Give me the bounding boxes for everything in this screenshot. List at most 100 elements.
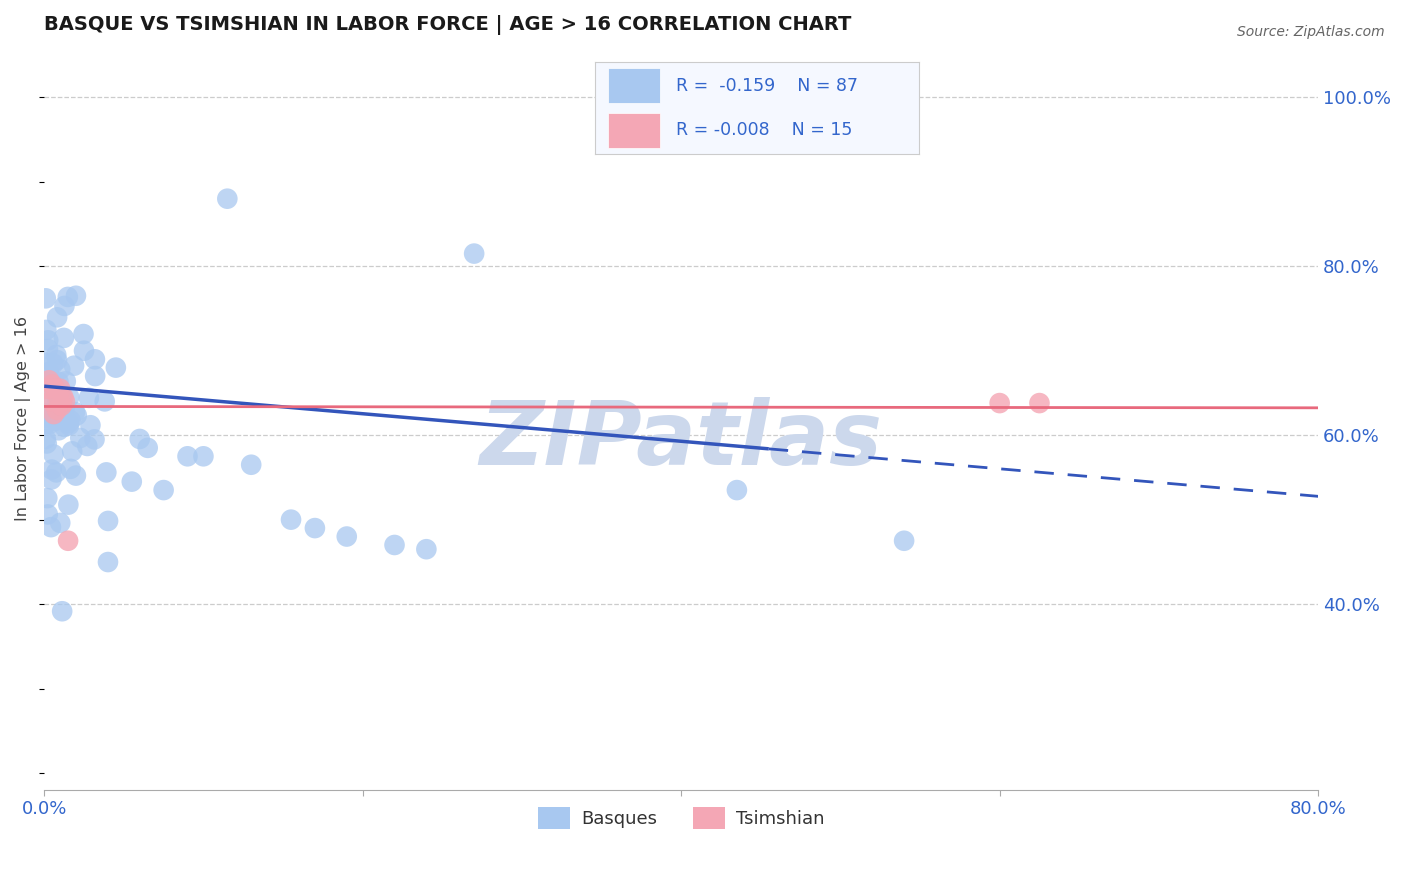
Point — [46, 394, 69, 409]
Point — [79, 418, 101, 433]
Point — [193, 450, 215, 464]
Point — [77, 391, 100, 405]
Point — [384, 538, 406, 552]
Point — [76, 439, 98, 453]
Point — [39, 417, 62, 431]
Point — [35, 291, 58, 305]
Point — [84, 352, 107, 367]
Point — [49, 362, 72, 376]
Point — [42, 447, 65, 461]
Point — [83, 433, 105, 447]
Point — [65, 289, 87, 303]
Point — [58, 390, 80, 404]
Point — [240, 458, 263, 472]
Point — [35, 432, 58, 446]
Point — [97, 555, 120, 569]
Point — [69, 431, 91, 445]
Point — [37, 491, 59, 505]
Point — [48, 423, 70, 437]
Point — [63, 359, 86, 373]
Point — [104, 360, 127, 375]
Point — [49, 382, 72, 396]
Point — [217, 192, 239, 206]
Point — [52, 331, 75, 345]
Point — [72, 326, 94, 341]
Point — [35, 417, 58, 431]
Point — [51, 397, 73, 411]
Point — [49, 516, 72, 530]
Point — [128, 432, 150, 446]
Point — [39, 394, 62, 409]
Point — [56, 533, 79, 548]
Text: Source: ZipAtlas.com: Source: ZipAtlas.com — [1237, 25, 1385, 39]
Point — [45, 466, 67, 480]
Point — [35, 323, 58, 337]
Point — [280, 513, 302, 527]
Point — [37, 390, 59, 404]
Point — [48, 390, 70, 404]
Point — [42, 357, 65, 371]
Point — [53, 401, 76, 416]
Point — [96, 466, 118, 480]
Point — [53, 420, 76, 434]
Point — [35, 356, 58, 370]
Point — [44, 382, 66, 396]
Point — [58, 498, 80, 512]
Point — [63, 405, 86, 419]
Point — [152, 483, 174, 497]
Point — [56, 290, 79, 304]
Point — [37, 375, 59, 389]
Point — [38, 373, 60, 387]
Point — [51, 389, 73, 403]
Point — [37, 508, 59, 522]
Y-axis label: In Labor Force | Age > 16: In Labor Force | Age > 16 — [15, 316, 31, 521]
Point — [35, 406, 58, 420]
Point — [1028, 396, 1050, 410]
Point — [46, 353, 69, 368]
Point — [37, 342, 59, 356]
Point — [304, 521, 326, 535]
Point — [42, 407, 65, 421]
Point — [336, 529, 359, 543]
Point — [53, 299, 76, 313]
Point — [45, 348, 67, 362]
Point — [73, 343, 96, 358]
Point — [53, 394, 76, 409]
Point — [97, 514, 120, 528]
Point — [725, 483, 748, 497]
Point — [38, 411, 60, 425]
Point — [39, 520, 62, 534]
Point — [59, 462, 82, 476]
Point — [37, 334, 59, 348]
Point — [65, 468, 87, 483]
Point — [58, 418, 80, 433]
Point — [51, 604, 73, 618]
Point — [41, 462, 63, 476]
Point — [52, 390, 75, 404]
Point — [35, 436, 58, 450]
Point — [37, 382, 59, 396]
Point — [51, 399, 73, 413]
Point — [463, 246, 485, 260]
Point — [46, 310, 69, 325]
Point — [93, 394, 115, 409]
Point — [60, 444, 83, 458]
Point — [59, 413, 82, 427]
Point — [121, 475, 143, 489]
Point — [58, 416, 80, 430]
Point — [55, 374, 77, 388]
Point — [893, 533, 915, 548]
Point — [41, 377, 63, 392]
Point — [415, 542, 437, 557]
Point — [66, 409, 89, 423]
Point — [84, 369, 107, 384]
Point — [48, 375, 70, 389]
Point — [45, 414, 67, 428]
Point — [41, 376, 63, 390]
Point — [44, 384, 66, 398]
Point — [988, 396, 1011, 410]
Point — [45, 402, 67, 417]
Text: ZIPatlas: ZIPatlas — [479, 397, 883, 484]
Text: BASQUE VS TSIMSHIAN IN LABOR FORCE | AGE > 16 CORRELATION CHART: BASQUE VS TSIMSHIAN IN LABOR FORCE | AGE… — [44, 15, 852, 35]
Point — [176, 450, 198, 464]
